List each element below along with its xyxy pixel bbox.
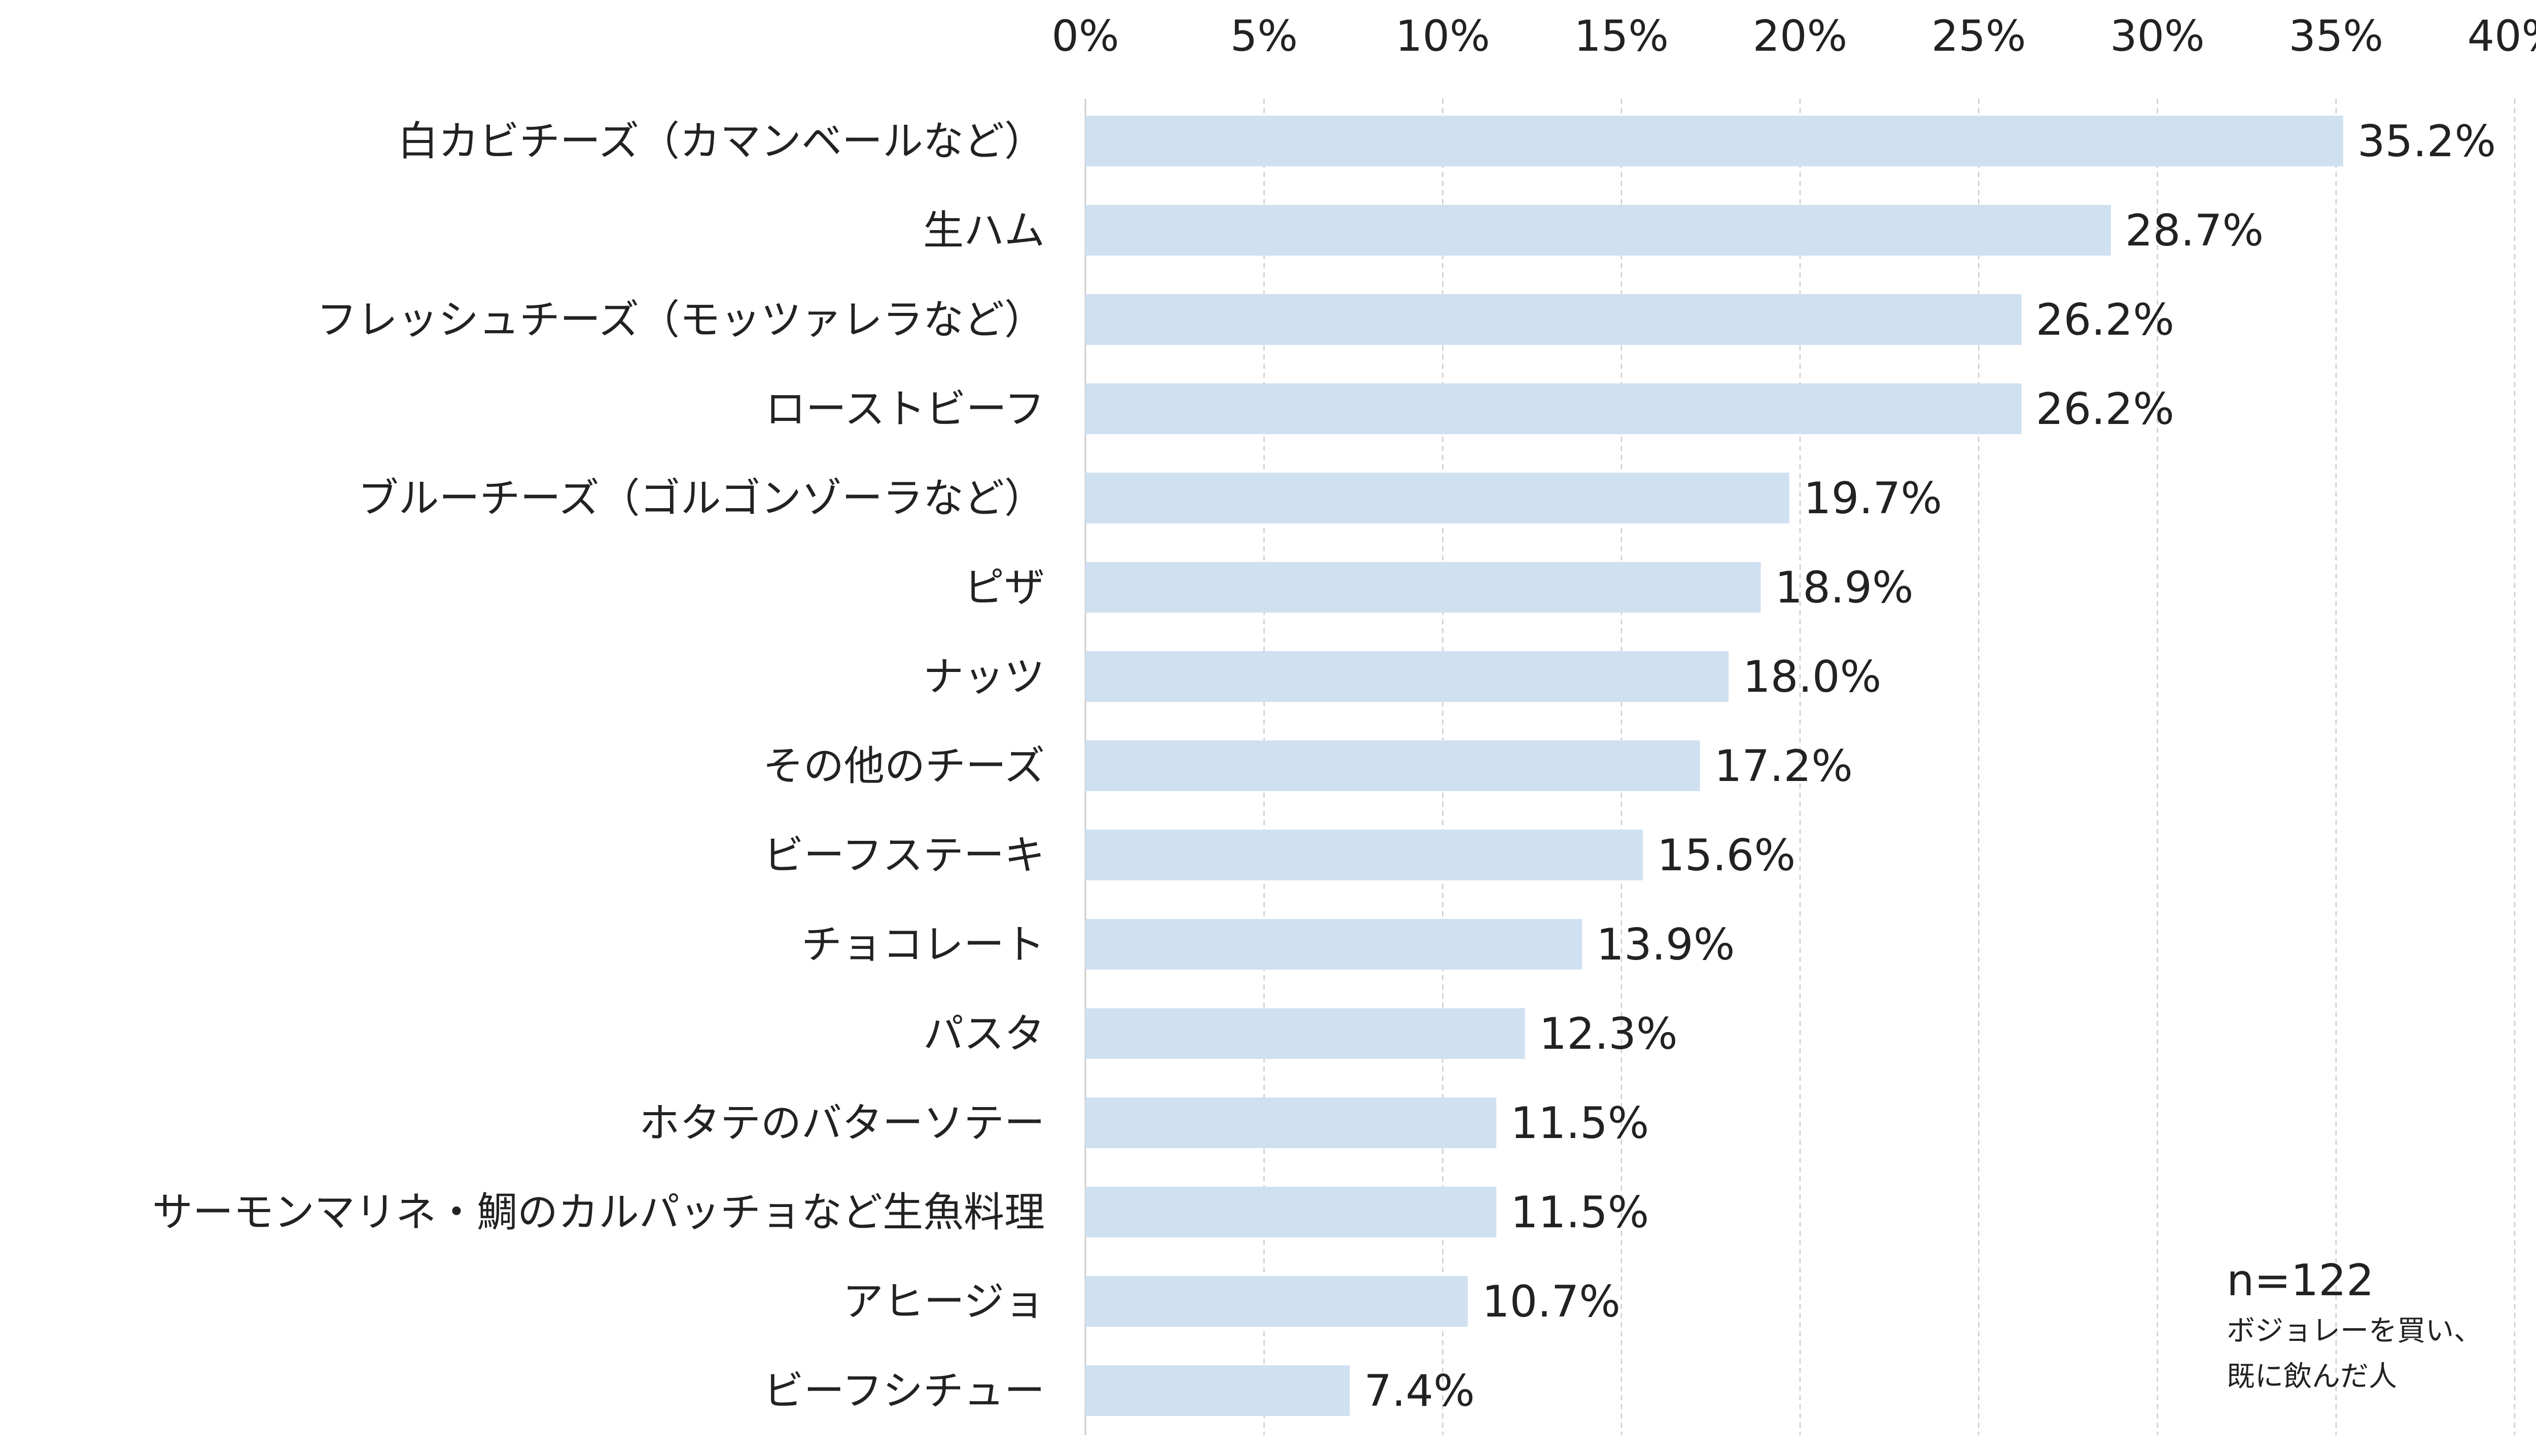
data-label: 10.7% <box>1482 1276 1621 1327</box>
category-label: ナッツ <box>923 653 1045 700</box>
bar <box>1085 294 2022 345</box>
bar <box>1085 1097 1497 1148</box>
category-label: チョコレート <box>801 921 1045 968</box>
bar <box>1085 116 2343 166</box>
bar <box>1085 205 2111 256</box>
category-label: アヒージョ <box>843 1278 1045 1325</box>
category-label: ビーフステーキ <box>763 832 1045 879</box>
value-labels: 35.2% 28.7% 26.2% 26.2% 19.7% 18.9% 18.0% 17.2%… <box>1364 116 2496 1416</box>
category-label: パスタ <box>923 1010 1045 1057</box>
data-label: 11.5% <box>1510 1098 1649 1149</box>
data-label: 13.9% <box>1596 919 1735 970</box>
x-tick-label: 25% <box>1931 11 2026 61</box>
data-label: 11.5% <box>1510 1187 1649 1238</box>
category-label: ピザ <box>964 564 1045 611</box>
x-tick-label: 0% <box>1051 11 1119 61</box>
x-tick-label: 5% <box>1230 11 1298 61</box>
x-tick-label: 15% <box>1574 11 1669 61</box>
sample-note: n=122 ボジョレーを買い、 既に飲んだ人 <box>2227 1253 2482 1400</box>
x-tick-label: 40% <box>2468 11 2536 61</box>
bar <box>1085 473 1789 523</box>
data-label: 26.2% <box>2036 295 2174 345</box>
bar <box>1085 1008 1525 1059</box>
data-label: 28.7% <box>2125 205 2264 256</box>
x-tick-label: 30% <box>2110 11 2205 61</box>
data-label: 35.2% <box>2357 116 2496 167</box>
sample-size: n=122 <box>2227 1255 2374 1306</box>
data-label: 18.0% <box>1743 652 1881 702</box>
bar <box>1085 830 1643 880</box>
bar <box>1085 1365 1350 1416</box>
x-tick-label: 20% <box>1753 11 1848 61</box>
category-label: その他のチーズ <box>763 742 1045 790</box>
data-label: 18.9% <box>1775 562 1914 613</box>
category-label: ローストビーフ <box>765 385 1045 433</box>
x-tick-label: 35% <box>2288 11 2383 61</box>
bar <box>1085 740 1700 791</box>
category-label: ビーフシチュー <box>763 1367 1045 1414</box>
x-axis-ticks: 0% 5% 10% 15% 20% 25% 30% 35% 40% <box>1051 11 2536 61</box>
sample-description-line-2: 既に飲んだ人 <box>2227 1360 2397 1393</box>
bar <box>1085 919 1582 970</box>
data-label: 17.2% <box>1714 741 1853 792</box>
bar <box>1085 1276 1468 1327</box>
bars <box>1085 116 2343 1416</box>
x-tick-label: 10% <box>1395 11 1490 61</box>
category-label: 生ハム <box>923 207 1045 254</box>
data-label: 15.6% <box>1657 830 1795 881</box>
bar <box>1085 383 2022 434</box>
bar <box>1085 562 1761 613</box>
category-label: フレッシュチーズ（モッツァレラなど） <box>316 296 1045 343</box>
bar <box>1085 1187 1497 1237</box>
sample-description-line-1: ボジョレーを買い、 <box>2227 1315 2482 1347</box>
data-label: 26.2% <box>2036 384 2174 435</box>
data-label: 7.4% <box>1364 1366 1475 1416</box>
category-label: 白カビチーズ（カマンベールなど） <box>398 118 1045 165</box>
category-label: サーモンマリネ・鯛のカルパッチョなど生魚料理 <box>152 1189 1045 1236</box>
data-label: 12.3% <box>1539 1009 1678 1059</box>
data-label: 19.7% <box>1804 473 1942 524</box>
bar <box>1085 651 1729 702</box>
category-label: ブルーチーズ（ゴルゴンゾーラなど） <box>358 475 1045 522</box>
category-label: ホタテのバターソテー <box>639 1099 1045 1147</box>
